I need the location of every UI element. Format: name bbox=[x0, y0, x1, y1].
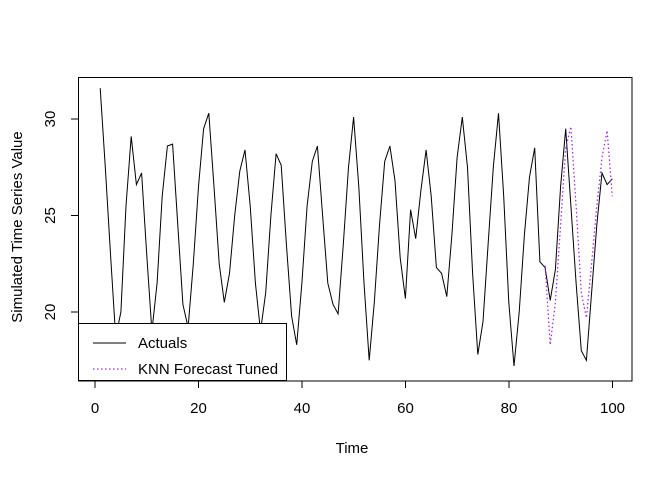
x-tick-labels: 0 20 40 60 80 100 bbox=[91, 400, 625, 417]
y-tick-label-2: 30 bbox=[42, 111, 59, 128]
x-tick-label-4: 80 bbox=[501, 400, 518, 417]
y-tick-label-0: 20 bbox=[42, 304, 59, 321]
x-tick-label-2: 40 bbox=[294, 400, 311, 417]
plot-box bbox=[78, 77, 633, 382]
x-tick-label-0: 0 bbox=[91, 400, 99, 417]
x-axis bbox=[94, 381, 613, 388]
x-tick-label-5: 100 bbox=[600, 400, 625, 417]
legend-box bbox=[78, 323, 287, 381]
series-group bbox=[99, 88, 613, 367]
y-tick-labels: 20 25 30 bbox=[42, 111, 59, 321]
y-axis-title: Simulated Time Series Value bbox=[9, 131, 26, 322]
legend: Actuals KNN Forecast Tuned bbox=[78, 323, 287, 381]
legend-label-forecast: KNN Forecast Tuned bbox=[138, 361, 278, 378]
legend-label-actuals: Actuals bbox=[138, 335, 187, 352]
y-tick-label-1: 25 bbox=[42, 207, 59, 224]
series-line-actuals bbox=[99, 88, 613, 367]
x-tick-label-3: 60 bbox=[397, 400, 414, 417]
x-axis-title: Time bbox=[336, 440, 369, 457]
y-axis bbox=[71, 118, 78, 313]
x-tick-label-1: 20 bbox=[190, 400, 207, 417]
